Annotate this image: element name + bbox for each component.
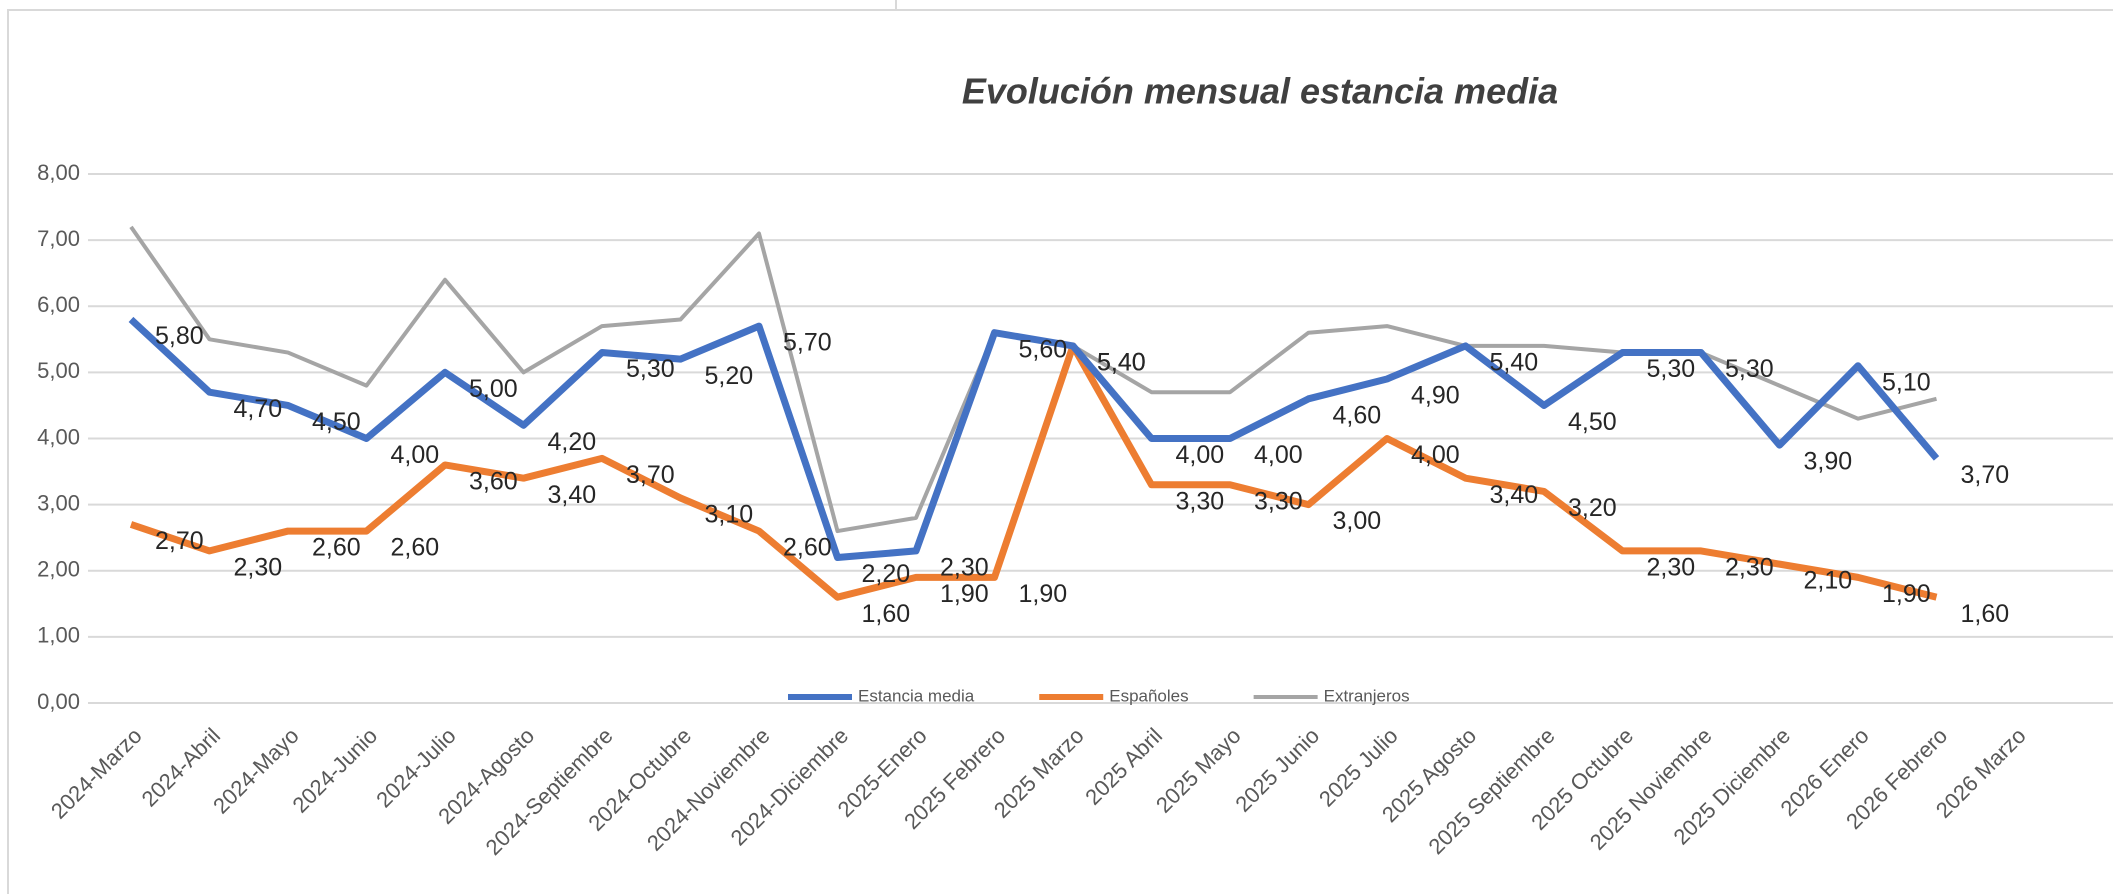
data-label: 5,60 — [1019, 335, 1068, 363]
data-label: 4,00 — [391, 441, 440, 469]
y-tick-label: 7,00 — [37, 226, 80, 251]
data-label: 4,50 — [312, 408, 361, 436]
data-label: 4,00 — [1411, 441, 1460, 469]
data-label: 4,20 — [548, 428, 597, 456]
data-label: 2,60 — [312, 534, 361, 562]
data-label: 5,40 — [1097, 349, 1146, 377]
y-tick-label: 8,00 — [37, 160, 80, 185]
data-label: 4,00 — [1176, 441, 1225, 469]
data-label: 3,10 — [705, 501, 754, 529]
x-tick-label: 2024-Mayo — [208, 723, 304, 819]
data-label: 2,60 — [783, 534, 832, 562]
legend-label: Españoles — [1109, 686, 1188, 705]
data-label: 2,30 — [1725, 554, 1774, 582]
data-label: 2,20 — [862, 560, 911, 588]
data-label: 4,90 — [1411, 382, 1460, 410]
x-tick-label: 2025 Mayo — [1151, 723, 1246, 818]
data-label: 3,00 — [1333, 507, 1382, 535]
y-tick-label: 4,00 — [37, 424, 80, 449]
y-tick-label: 5,00 — [37, 358, 80, 383]
y-tick-label: 0,00 — [37, 689, 80, 714]
x-tick-label: 2024-Junio — [287, 723, 382, 818]
data-label: 2,10 — [1804, 567, 1853, 595]
data-label: 2,30 — [940, 554, 989, 582]
data-label: 4,00 — [1254, 441, 1303, 469]
data-label: 1,90 — [940, 580, 989, 608]
data-label: 2,30 — [1647, 554, 1696, 582]
data-label: 2,70 — [155, 527, 204, 555]
data-label: 5,10 — [1882, 368, 1931, 396]
y-tick-label: 3,00 — [37, 490, 80, 515]
series-line — [129, 342, 1938, 601]
y-tick-label: 2,00 — [37, 557, 80, 582]
x-tick-label: 2025 Junio — [1230, 723, 1324, 817]
legend-label: Extranjeros — [1324, 686, 1410, 705]
data-label: 2,30 — [234, 554, 283, 582]
data-label: 5,70 — [783, 329, 832, 357]
data-label: 3,70 — [626, 461, 675, 489]
data-label: 5,30 — [1725, 355, 1774, 383]
data-label: 1,90 — [1882, 580, 1931, 608]
data-label: 3,40 — [548, 481, 597, 509]
x-tick-label: 2024-Marzo — [46, 723, 147, 824]
data-label: 5,30 — [626, 355, 675, 383]
data-label: 3,90 — [1804, 448, 1853, 476]
chart-frame — [7, 9, 2113, 894]
y-tick-label: 1,00 — [37, 623, 80, 648]
data-label: 5,00 — [469, 375, 518, 403]
chart-title: Evolución mensual estancia media — [962, 71, 1558, 112]
data-label: 3,60 — [469, 468, 518, 496]
data-label: 3,20 — [1568, 494, 1617, 522]
data-label: 5,20 — [705, 362, 754, 390]
legend-label: Estancia media — [858, 686, 975, 705]
data-label: 5,40 — [1097, 349, 1146, 377]
data-label: 2,60 — [391, 534, 440, 562]
data-label: 3,30 — [1254, 487, 1303, 515]
data-label: 3,40 — [1490, 481, 1539, 509]
data-label: 1,60 — [862, 600, 911, 628]
y-tick-label: 6,00 — [37, 292, 80, 317]
series-line — [128, 316, 1940, 562]
data-label: 1,90 — [1019, 580, 1068, 608]
data-label: 4,70 — [234, 395, 283, 423]
data-label: 4,50 — [1568, 408, 1617, 436]
data-label: 5,40 — [1490, 349, 1539, 377]
data-label: 4,60 — [1333, 401, 1382, 429]
data-label: 5,80 — [155, 322, 204, 350]
data-label: 5,30 — [1647, 355, 1696, 383]
data-label: 1,60 — [1961, 600, 2010, 628]
data-label: 3,70 — [1961, 461, 2010, 489]
data-label: 3,30 — [1176, 487, 1225, 515]
